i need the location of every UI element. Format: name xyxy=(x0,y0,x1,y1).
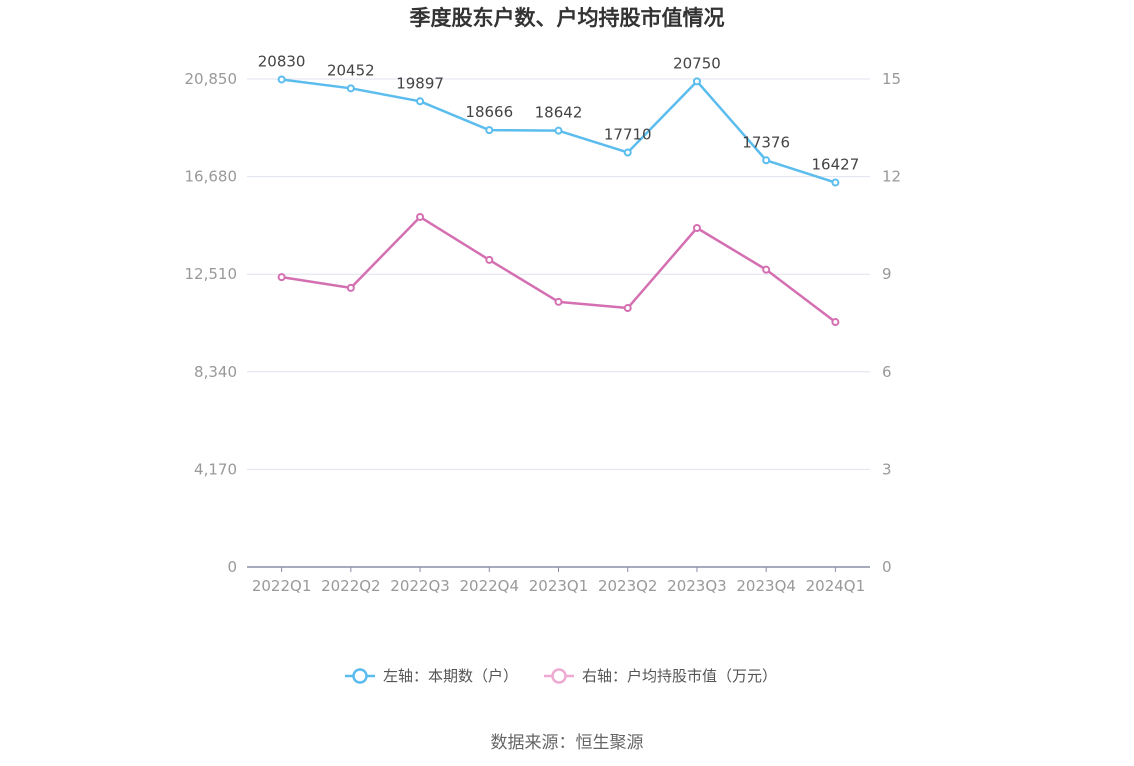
data-label: 20750 xyxy=(673,54,721,72)
data-point[interactable] xyxy=(831,178,840,187)
data-point[interactable] xyxy=(346,283,355,292)
x-tick-label: 2022Q3 xyxy=(390,577,450,595)
left-tick-label: 12,510 xyxy=(185,265,238,283)
data-point[interactable] xyxy=(623,304,632,313)
data-point[interactable] xyxy=(692,77,701,86)
x-axis: 2022Q1 2022Q2 2022Q3 2022Q4 2023Q1 2023Q2 2023… xyxy=(247,566,870,595)
series-layer: 20830 20452 19897 18666 18642 17710 20750 17376… xyxy=(258,52,860,327)
data-label: 19897 xyxy=(396,74,444,92)
data-point[interactable] xyxy=(623,148,632,157)
legend-item-shareholders[interactable]: 左轴：本期数（户） xyxy=(345,667,518,685)
data-point[interactable] xyxy=(762,156,771,165)
x-tick-label: 2022Q4 xyxy=(460,577,520,595)
left-tick-label: 8,340 xyxy=(194,363,237,381)
data-point[interactable] xyxy=(831,318,840,327)
data-label: 20452 xyxy=(327,61,375,79)
data-point[interactable] xyxy=(277,75,286,84)
x-tick-label: 2022Q2 xyxy=(321,577,381,595)
data-point[interactable] xyxy=(346,84,355,93)
data-label: 20830 xyxy=(258,52,306,70)
data-label: 16427 xyxy=(812,156,860,174)
data-point[interactable] xyxy=(554,126,563,135)
data-point[interactable] xyxy=(416,97,425,106)
left-tick-label: 20,850 xyxy=(185,70,238,88)
data-point[interactable] xyxy=(692,224,701,233)
data-label: 18666 xyxy=(465,103,513,121)
series-shareholders: 20830 20452 19897 18666 18642 17710 20750 17376… xyxy=(258,52,860,187)
data-point[interactable] xyxy=(485,255,494,264)
x-tick-label: 2023Q2 xyxy=(598,577,658,595)
right-tick-label: 3 xyxy=(882,460,892,478)
legend-label: 左轴：本期数（户） xyxy=(383,667,518,685)
x-tick-label: 2024Q1 xyxy=(806,577,866,595)
data-point[interactable] xyxy=(416,212,425,221)
chart-title: 季度股东户数、户均持股市值情况 xyxy=(410,6,725,30)
legend[interactable]: 左轴：本期数（户） 右轴：户均持股市值（万元） xyxy=(345,667,777,685)
data-point[interactable] xyxy=(485,126,494,135)
right-tick-label: 9 xyxy=(882,265,892,283)
data-label: 17376 xyxy=(742,133,790,151)
left-tick-label: 4,170 xyxy=(194,460,237,478)
data-point[interactable] xyxy=(762,265,771,274)
x-tick-label: 2023Q4 xyxy=(736,577,796,595)
legend-label: 右轴：户均持股市值（万元） xyxy=(582,667,777,685)
data-point[interactable] xyxy=(277,273,286,282)
grid-lines xyxy=(247,78,870,470)
x-tick-label: 2023Q3 xyxy=(667,577,727,595)
left-tick-label: 16,680 xyxy=(185,168,238,186)
data-label: 18642 xyxy=(535,104,583,122)
right-tick-label: 6 xyxy=(882,363,892,381)
legend-marker-icon xyxy=(551,668,567,684)
source-note: 数据来源：恒生聚源 xyxy=(491,733,644,753)
x-tick-label: 2022Q1 xyxy=(252,577,312,595)
legend-marker-icon xyxy=(352,668,368,684)
x-tick-label: 2023Q1 xyxy=(529,577,589,595)
right-axis-ticks: 0 3 6 9 12 15 xyxy=(882,70,901,576)
left-axis-ticks: 0 4,170 8,340 12,510 16,680 20,850 xyxy=(185,70,238,576)
right-tick-label: 12 xyxy=(882,168,901,186)
series-avg-holding-value xyxy=(277,212,840,327)
series-line xyxy=(281,215,837,324)
right-tick-label: 0 xyxy=(882,558,892,576)
right-tick-label: 15 xyxy=(882,70,901,88)
data-point[interactable] xyxy=(554,297,563,306)
left-tick-label: 0 xyxy=(227,558,237,576)
legend-item-avg-holding-value[interactable]: 右轴：户均持股市值（万元） xyxy=(544,667,777,685)
data-label: 17710 xyxy=(604,125,652,143)
